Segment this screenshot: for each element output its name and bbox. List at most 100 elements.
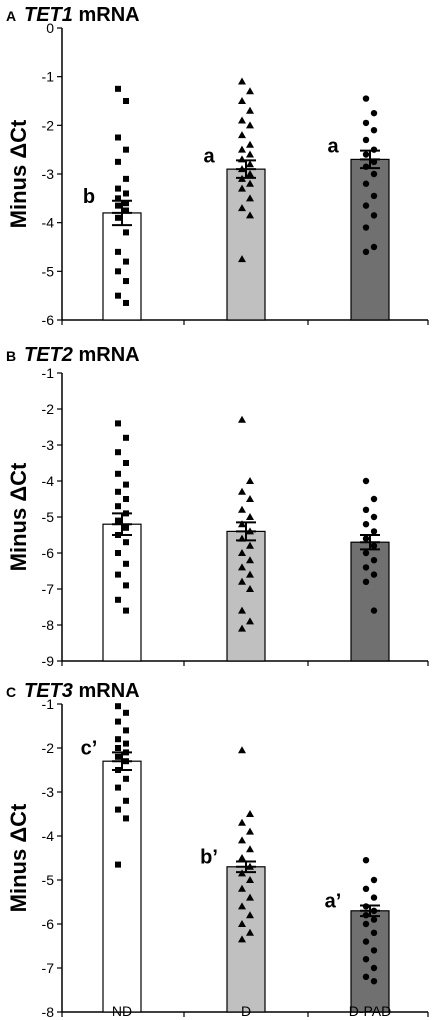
- data-point: [362, 136, 370, 144]
- data-point: [238, 520, 246, 528]
- y-tick-label: -5: [42, 872, 55, 888]
- data-point: [370, 571, 378, 578]
- data-point: [246, 928, 254, 936]
- data-point: [238, 415, 246, 423]
- data-point: [362, 578, 370, 585]
- y-tick-label: -6: [42, 312, 55, 328]
- data-point: [370, 876, 378, 884]
- data-point: [123, 98, 129, 104]
- data-point: [123, 797, 129, 804]
- data-point: [370, 964, 378, 972]
- y-tick-label: -4: [42, 215, 55, 231]
- data-point: [246, 477, 254, 484]
- data-point: [115, 861, 121, 868]
- data-point: [115, 214, 121, 221]
- bar-d-pad: [350, 910, 390, 1013]
- bar-d-pad: [350, 158, 390, 321]
- data-point: [123, 775, 129, 782]
- bar-d: [226, 530, 266, 662]
- data-point: [115, 195, 121, 202]
- x-category-label: ND: [112, 1003, 132, 1019]
- data-point: [115, 134, 121, 141]
- bar-d: [226, 866, 266, 1013]
- y-tick-label: -8: [42, 617, 55, 633]
- data-point: [362, 119, 370, 127]
- data-point: [362, 151, 370, 158]
- data-point: [370, 109, 378, 117]
- y-tick-label: -3: [42, 784, 55, 800]
- data-point: [362, 549, 370, 557]
- data-point: [246, 513, 254, 520]
- x-category-label: D: [241, 1003, 251, 1019]
- data-point: [362, 535, 370, 542]
- data-point: [370, 127, 378, 134]
- data-point: [115, 268, 121, 275]
- data-point: [115, 571, 121, 578]
- data-point: [238, 116, 246, 124]
- title-suffix: mRNA: [73, 344, 140, 366]
- y-axis-label: Minus ΔCt: [6, 803, 31, 912]
- data-point: [238, 131, 246, 139]
- title-suffix: mRNA: [73, 680, 140, 702]
- y-tick-label: -9: [42, 653, 55, 669]
- data-point: [123, 560, 129, 567]
- data-point: [238, 884, 246, 892]
- data-point: [123, 229, 129, 236]
- panel-c: C TET3 mRNA Minus ΔCt -1 -2 -3 -4 -5 -6 -7 -8 c’ ND b…: [6, 680, 429, 1020]
- data-point: [370, 170, 378, 178]
- data-point: [238, 145, 246, 153]
- data-point: [123, 815, 129, 822]
- y-tick-label: -5: [42, 509, 55, 525]
- data-point: [238, 902, 246, 910]
- data-point: [238, 255, 246, 263]
- data-point: [362, 973, 370, 980]
- data-point: [370, 212, 378, 219]
- significance-label: a: [203, 145, 215, 167]
- data-point: [115, 784, 121, 791]
- y-tick-label: -1: [42, 696, 55, 712]
- data-point: [362, 180, 370, 187]
- data-point: [246, 150, 254, 158]
- data-point: [370, 607, 378, 614]
- data-point: [115, 470, 121, 477]
- data-point: [123, 727, 129, 734]
- data-point: [115, 806, 121, 813]
- data-point: [238, 563, 246, 571]
- title-suffix: mRNA: [73, 4, 140, 26]
- data-point: [123, 539, 129, 546]
- data-point: [115, 202, 121, 209]
- data-point: [238, 854, 246, 861]
- gene-name: TET1: [24, 4, 73, 26]
- data-point: [246, 211, 254, 219]
- data-point: [115, 596, 121, 603]
- data-point: [362, 506, 370, 513]
- data-point: [238, 746, 246, 754]
- y-tick-label: -5: [42, 263, 55, 279]
- data-point: [123, 709, 129, 716]
- data-point: [362, 564, 370, 571]
- data-point: [115, 488, 121, 495]
- bar-nd: [102, 523, 142, 662]
- y-tick-label: -4: [42, 473, 55, 489]
- data-point: [362, 857, 370, 864]
- data-point: [246, 893, 254, 901]
- data-point: [362, 95, 370, 102]
- bar-d: [226, 168, 266, 321]
- y-tick-label: -4: [42, 828, 55, 844]
- y-tick-label: 0: [46, 20, 54, 36]
- y-tick-label: -3: [42, 437, 55, 453]
- data-point: [115, 517, 121, 524]
- data-point: [246, 495, 254, 502]
- data-point: [123, 460, 129, 466]
- data-point: [115, 703, 121, 710]
- data-point: [370, 978, 378, 985]
- data-point: [115, 292, 121, 299]
- data-point: [362, 938, 370, 945]
- significance-label: b’: [200, 847, 218, 869]
- data-point: [123, 190, 129, 197]
- data-point: [370, 894, 378, 901]
- panel-letter: A: [6, 8, 16, 24]
- data-point: [246, 810, 254, 817]
- data-point: [370, 947, 378, 954]
- data-point: [370, 542, 378, 549]
